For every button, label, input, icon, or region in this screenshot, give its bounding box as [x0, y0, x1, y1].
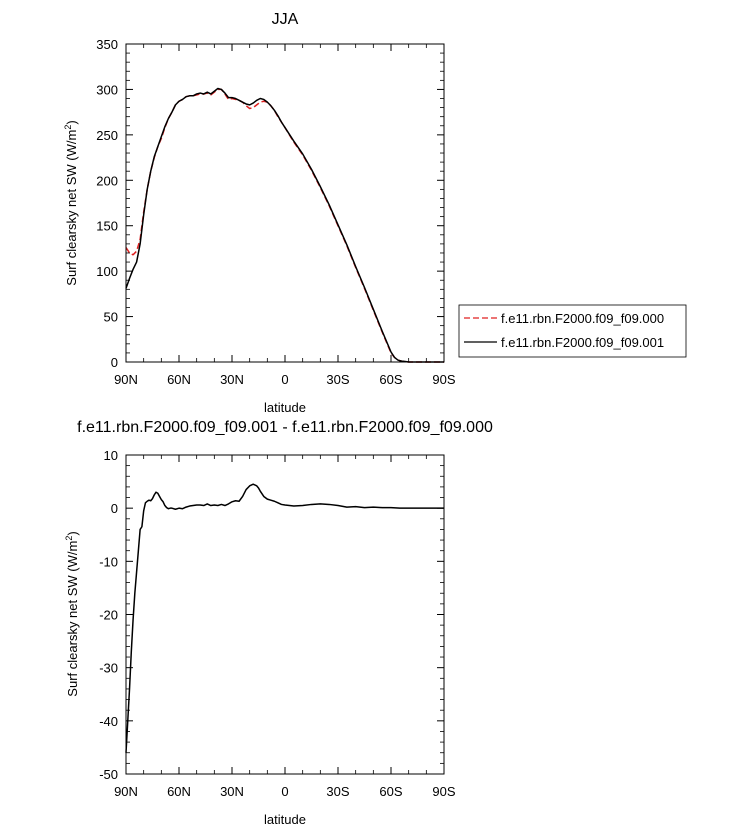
top-y-tick-label: 250	[96, 128, 118, 143]
top-series-lines	[125, 87, 444, 363]
bottom-y-tick-label: -10	[99, 554, 118, 569]
top-axis-ticks: 90N 60N 30N 0 30S 60S 90S 0 50 100 150 200 250 300 350	[96, 37, 456, 387]
bottom-panel: f.e11.rbn.F2000.f09_f09.001 - f.e11.rbn.…	[64, 419, 493, 827]
top-x-tick-label: 30S	[326, 372, 349, 387]
bottom-x-axis-label: latitude	[264, 812, 306, 827]
bottom-series-line-0	[125, 483, 444, 753]
legend-box	[458, 304, 687, 358]
top-series-line-1	[125, 87, 444, 363]
top-y-tick-label: 50	[104, 310, 118, 325]
bottom-chart-title: f.e11.rbn.F2000.f09_f09.001 - f.e11.rbn.…	[77, 419, 493, 436]
top-x-tick-label: 60N	[167, 372, 191, 387]
bottom-x-tick-label: 30N	[220, 784, 244, 799]
bottom-y-tick-label: -40	[99, 714, 118, 729]
top-y-tick-label: 100	[96, 264, 118, 279]
bottom-y-axis-label: Surf clearsky net SW (W/m2)	[64, 531, 80, 696]
top-x-tick-label: 90N	[114, 372, 138, 387]
bottom-series-lines	[125, 483, 444, 753]
top-series-line-0	[125, 88, 444, 363]
top-y-tick-label: 0	[111, 355, 118, 370]
bottom-x-tick-label: 30S	[326, 784, 349, 799]
bottom-x-tick-label: 60S	[379, 784, 402, 799]
top-x-tick-label: 0	[281, 372, 288, 387]
bottom-plot-frame	[125, 454, 445, 775]
top-x-tick-label: 90S	[432, 372, 455, 387]
bottom-y-tick-label: 10	[104, 448, 118, 463]
top-y-tick-label: 200	[96, 173, 118, 188]
top-y-tick-label: 300	[96, 82, 118, 97]
top-chart-title: JJA	[272, 11, 299, 28]
top-y-tick-label: 150	[96, 219, 118, 234]
top-x-tick-label: 60S	[379, 372, 402, 387]
top-panel: JJA 90N 60N 30N 0 30S 60S 90S 0 50 100 150 200 250 30…	[63, 11, 687, 415]
bottom-x-tick-label: 90S	[432, 784, 455, 799]
top-y-axis-label: Surf clearsky net SW (W/m2)	[63, 120, 79, 285]
top-x-axis-label: latitude	[264, 400, 306, 415]
top-y-tick-label: 350	[96, 37, 118, 52]
bottom-y-tick-label: 0	[111, 501, 118, 516]
bottom-y-tick-label: -20	[99, 608, 118, 623]
bottom-x-tick-label: 90N	[114, 784, 138, 799]
bottom-axis-ticks: 90N 60N 30N 0 30S 60S 90S -50 -40 -30 -20 -10 0 10	[99, 448, 456, 799]
legend-label-001: f.e11.rbn.F2000.f09_f09.001	[501, 335, 664, 350]
bottom-x-tick-label: 0	[281, 784, 288, 799]
legend-label-000: f.e11.rbn.F2000.f09_f09.000	[501, 311, 664, 326]
bottom-y-tick-label: -30	[99, 661, 118, 676]
top-plot-frame	[125, 43, 445, 363]
bottom-x-tick-label: 60N	[167, 784, 191, 799]
legend: f.e11.rbn.F2000.f09_f09.000 f.e11.rbn.F2…	[458, 304, 687, 358]
bottom-y-tick-label: -50	[99, 767, 118, 782]
top-x-tick-label: 30N	[220, 372, 244, 387]
